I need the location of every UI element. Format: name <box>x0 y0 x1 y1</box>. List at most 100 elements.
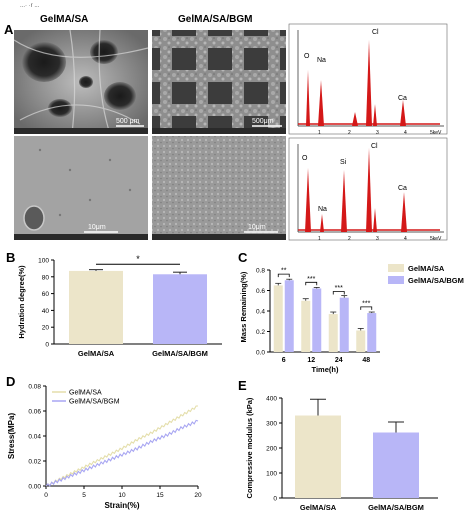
bar <box>312 288 322 352</box>
legend-label: GelMA/SA <box>69 390 102 397</box>
panel-b-letter: B <box>6 250 15 265</box>
edx-label-na: Na <box>318 206 327 213</box>
chart-mass-remaining: 0.0 0.2 0.4 0.6 0.8 Mass Remaining(%) ** 6 *** 12… <box>239 264 464 374</box>
y-tick-label: 100 <box>266 471 277 478</box>
x-tick-label: 5 <box>82 492 86 499</box>
edx-label-cl: Cl <box>372 29 379 36</box>
y-tick-label: 300 <box>266 421 277 428</box>
significance-bracket <box>305 281 318 286</box>
bar <box>284 280 294 352</box>
series-line <box>45 405 198 487</box>
y-tick-label: 0.2 <box>256 329 265 336</box>
y-tick-label: 0 <box>273 496 277 503</box>
top-fragment: ...· ·r ... <box>20 3 40 9</box>
legend-swatch <box>388 264 404 272</box>
edx-tick: 2 <box>348 236 351 242</box>
y-tick-label: 20 <box>42 325 50 332</box>
y-tick-label: 0.6 <box>256 288 265 295</box>
edx-tick: 4 <box>404 236 407 242</box>
panel-d-letter: D <box>6 374 15 389</box>
bar <box>373 432 419 498</box>
y-tick-label: 200 <box>266 446 277 453</box>
y-tick-label: 40 <box>42 308 50 315</box>
significance-label: *** <box>335 285 343 292</box>
y-tick-label: 0.8 <box>256 268 265 275</box>
significance-bracket <box>360 306 373 310</box>
significance-label: *** <box>307 276 315 283</box>
legend-swatch <box>388 276 404 284</box>
panel-a-letter: A <box>4 22 14 37</box>
panel-a: A GelMA/SA GelMA/SA/BGM 500 μm <box>4 14 448 242</box>
significance-bracket <box>277 273 290 278</box>
bar <box>153 274 207 344</box>
x-tick-label: 6 <box>282 357 286 364</box>
y-tick-label: 0.08 <box>28 384 41 391</box>
y-tick-label: 100 <box>38 258 49 265</box>
x-tick-label: GelMA/SA/BGM <box>368 503 424 512</box>
edx-tick: 1 <box>318 130 321 136</box>
bar <box>273 285 283 352</box>
y-tick-label: 0.04 <box>28 434 41 441</box>
edx-label-o: O <box>302 155 308 162</box>
y-tick-label: 80 <box>42 274 50 281</box>
edx-tick: 3 <box>376 236 379 242</box>
bar <box>295 415 341 498</box>
x-tick-label: GelMA/SA <box>78 349 115 358</box>
y-tick-label: 0.0 <box>256 350 265 357</box>
scale-bar-label: 500 μm <box>116 118 140 125</box>
edx-peak-cl <box>366 40 372 126</box>
y-tick-label: 0 <box>45 342 49 349</box>
edx-tick: 5keV <box>430 236 442 242</box>
edx-peak-ca <box>401 192 407 232</box>
significance-label: ** <box>281 268 287 275</box>
x-tick-label: 0 <box>44 492 48 499</box>
edx-peak-o <box>305 168 311 232</box>
edx-peak-minor <box>352 112 358 126</box>
chart-compressive-modulus: 0 100 200 300 400 Compressive modulus (kPa) Ge… <box>245 396 438 512</box>
edx-label-cl: Cl <box>371 143 378 150</box>
y-tick-label: 0.00 <box>28 484 41 491</box>
y-tick-label: 0.4 <box>256 309 265 316</box>
bar <box>301 300 311 352</box>
bar <box>69 270 123 344</box>
edx-peak-cl2 <box>373 208 377 232</box>
significance-label: * <box>136 254 140 264</box>
legend-label: GelMA/SA <box>408 264 445 273</box>
edx-tick: 5keV <box>430 130 442 136</box>
bar <box>367 313 377 352</box>
edx-spectrum-bottom: O Si Cl Na Ca 1 2 3 4 5keV <box>288 137 448 242</box>
legend-label: GelMA/SA/BGM <box>408 276 464 285</box>
sem-image-sa-low: 500 μm <box>13 29 149 135</box>
y-tick-label: 400 <box>266 396 277 403</box>
x-tick-label: 20 <box>194 492 202 499</box>
edx-label-o: O <box>304 53 310 60</box>
edx-tick: 3 <box>376 130 379 136</box>
x-tick-label: GelMA/SA/BGM <box>152 349 208 358</box>
chart-stress-strain: 0.00 0.02 0.04 0.06 0.08 0 5 10 15 20 Stress(MPa) S… <box>7 384 202 511</box>
edx-peak-si <box>341 170 347 232</box>
y-axis-label: Mass Remaining(%) <box>239 271 248 342</box>
col2-title: GelMA/SA/BGM <box>178 14 252 25</box>
panel-c-letter: C <box>238 250 248 265</box>
significance-bracket <box>332 291 345 295</box>
edx-peak-cl2 <box>373 104 377 126</box>
y-tick-label: 60 <box>42 291 50 298</box>
y-tick-label: 0.06 <box>28 409 41 416</box>
y-tick-label: 0.02 <box>28 459 41 466</box>
sem-image-bgm-high: 10μm <box>152 136 286 240</box>
legend-label: GelMA/SA/BGM <box>69 399 120 406</box>
edx-label-ca: Ca <box>398 95 407 102</box>
y-axis-label: Stress(MPa) <box>7 413 16 460</box>
panel-e-letter: E <box>238 378 247 393</box>
col1-title: GelMA/SA <box>40 14 88 25</box>
edx-peak-na <box>320 214 324 232</box>
y-axis-label: Hydration degree(%) <box>17 265 26 339</box>
edx-spectrum-top: O Na Cl Ca 1 2 3 4 5keV <box>288 23 448 136</box>
x-tick-label: 12 <box>307 357 315 364</box>
edx-peak-na <box>318 80 324 126</box>
x-tick-label: 10 <box>118 492 126 499</box>
significance-label: *** <box>362 300 370 307</box>
sem-image-sa-high: 10μm <box>14 136 148 240</box>
scale-bar-label: 10μm <box>88 224 106 231</box>
